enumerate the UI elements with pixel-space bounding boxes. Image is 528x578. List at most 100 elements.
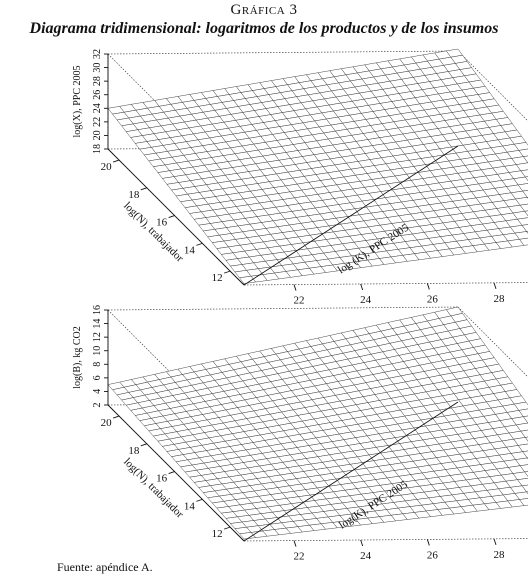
surface-cell: [513, 176, 528, 186]
z-tick-label: 2: [92, 403, 103, 408]
y-tick-label: 18: [128, 189, 140, 201]
source-note: Fuente: apéndice A.: [57, 560, 153, 574]
z-tick-label: 24: [92, 103, 103, 113]
box-edge: [243, 538, 528, 542]
surface-mesh: [107, 306, 528, 540]
y-tick-mark: [223, 270, 231, 274]
y-axis-line: [107, 148, 245, 286]
box-edge: [107, 50, 459, 55]
x-tick-label: 28: [494, 549, 506, 561]
surface-cell: [518, 148, 528, 157]
z-tick-label: 16: [92, 305, 103, 315]
surface-cell: [521, 484, 528, 493]
y-tick-label: 16: [156, 217, 168, 229]
surface-cell: [522, 450, 528, 459]
surface-cell: [512, 211, 528, 220]
y-tick-mark: [196, 498, 203, 502]
figure-label: Gráfica 3: [230, 2, 298, 18]
y-tick-label: 12: [212, 528, 223, 540]
y-tick-mark: [196, 242, 203, 246]
surface-cell: [513, 401, 528, 411]
y-tick-label: 14: [184, 244, 196, 256]
z-axis-label: log(B), kg CO2: [72, 326, 83, 389]
z-tick-label: 10: [92, 346, 103, 356]
surface-cell: [521, 224, 528, 232]
y-axis-line: [107, 404, 245, 542]
y-tick-mark: [168, 471, 175, 475]
x-tick-mark: [360, 539, 364, 547]
surface-cell: [515, 162, 528, 172]
y-tick-mark: [112, 415, 120, 419]
surface-cell: [512, 471, 528, 480]
z-tick-label: 14: [92, 319, 103, 329]
y-tick-label: 12: [212, 272, 223, 284]
z-tick-label: 18: [92, 144, 103, 154]
surface-plot-output: 222426283012141618201820222426283032log …: [72, 48, 528, 306]
y-tick-label: 16: [156, 473, 168, 485]
surface-cell: [517, 183, 528, 192]
y-tick-label: 20: [101, 417, 113, 429]
surface-cell: [522, 190, 528, 198]
y-axis-label: log(N), trabajador: [121, 200, 186, 265]
surface-cell: [517, 443, 528, 452]
surface-cell: [517, 478, 528, 487]
z-tick-label: 32: [92, 49, 103, 59]
surface-cell: [519, 498, 528, 506]
figure-title: Diagrama tridimensional: logaritmos de l…: [29, 20, 499, 37]
z-tick-label: 26: [92, 90, 103, 100]
surface-cell: [515, 197, 528, 206]
x-tick-label: 22: [294, 295, 305, 306]
surface-cell: [523, 415, 528, 424]
x-tick-mark: [426, 539, 430, 546]
x-tick-label: 26: [427, 549, 439, 561]
surface-cell: [514, 491, 528, 500]
surface-cell: [524, 176, 528, 182]
z-tick-label: 30: [92, 63, 103, 73]
y-tick-label: 14: [184, 500, 196, 512]
x-tick-label: 28: [494, 293, 506, 305]
surface-cell: [524, 436, 528, 442]
x-axis-line: [243, 401, 459, 542]
x-tick-mark: [493, 282, 497, 289]
x-tick-mark: [426, 283, 430, 290]
z-tick-label: 6: [92, 375, 103, 380]
x-tick-mark: [493, 538, 497, 545]
y-tick-mark: [140, 443, 147, 447]
surface-cell: [518, 408, 528, 417]
x-axis-line: [243, 145, 459, 286]
x-tick-label: 22: [294, 551, 305, 562]
surface-cell: [520, 169, 528, 178]
surface-mesh: [107, 48, 528, 284]
box-edge: [107, 306, 459, 311]
y-tick-label: 20: [101, 161, 113, 173]
y-tick-mark: [223, 526, 231, 530]
y-tick-mark: [168, 215, 175, 219]
box-edge: [457, 306, 528, 378]
surface-cell: [515, 457, 528, 466]
surface-cell: [514, 231, 528, 240]
z-axis-label: log(X), PPC 2005: [72, 66, 83, 138]
z-tick-label: 28: [92, 76, 103, 86]
surface-cell: [513, 142, 528, 151]
surface-cell: [517, 217, 528, 226]
z-tick-label: 22: [92, 117, 103, 127]
x-tick-mark: [360, 283, 364, 291]
z-tick-label: 4: [92, 389, 103, 394]
z-tick-label: 12: [92, 332, 103, 342]
x-tick-mark: [293, 540, 297, 547]
y-tick-label: 18: [128, 445, 140, 457]
box-edge: [457, 50, 528, 122]
surface-cell: [520, 429, 528, 438]
surface-plot-emissions: 22242628301214161820246810121416log(K), …: [72, 305, 528, 562]
surface-cell: [522, 155, 528, 164]
y-tick-mark: [112, 159, 120, 163]
x-tick-label: 24: [360, 550, 372, 562]
surface-cell: [519, 237, 528, 246]
z-tick-label: 20: [92, 130, 103, 140]
x-tick-mark: [293, 284, 297, 291]
box-edge: [243, 282, 528, 286]
x-tick-label: 24: [360, 294, 372, 306]
z-tick-label: 8: [92, 362, 103, 367]
x-tick-label: 26: [427, 293, 439, 305]
y-axis-label: log(N), trabajador: [121, 456, 186, 521]
